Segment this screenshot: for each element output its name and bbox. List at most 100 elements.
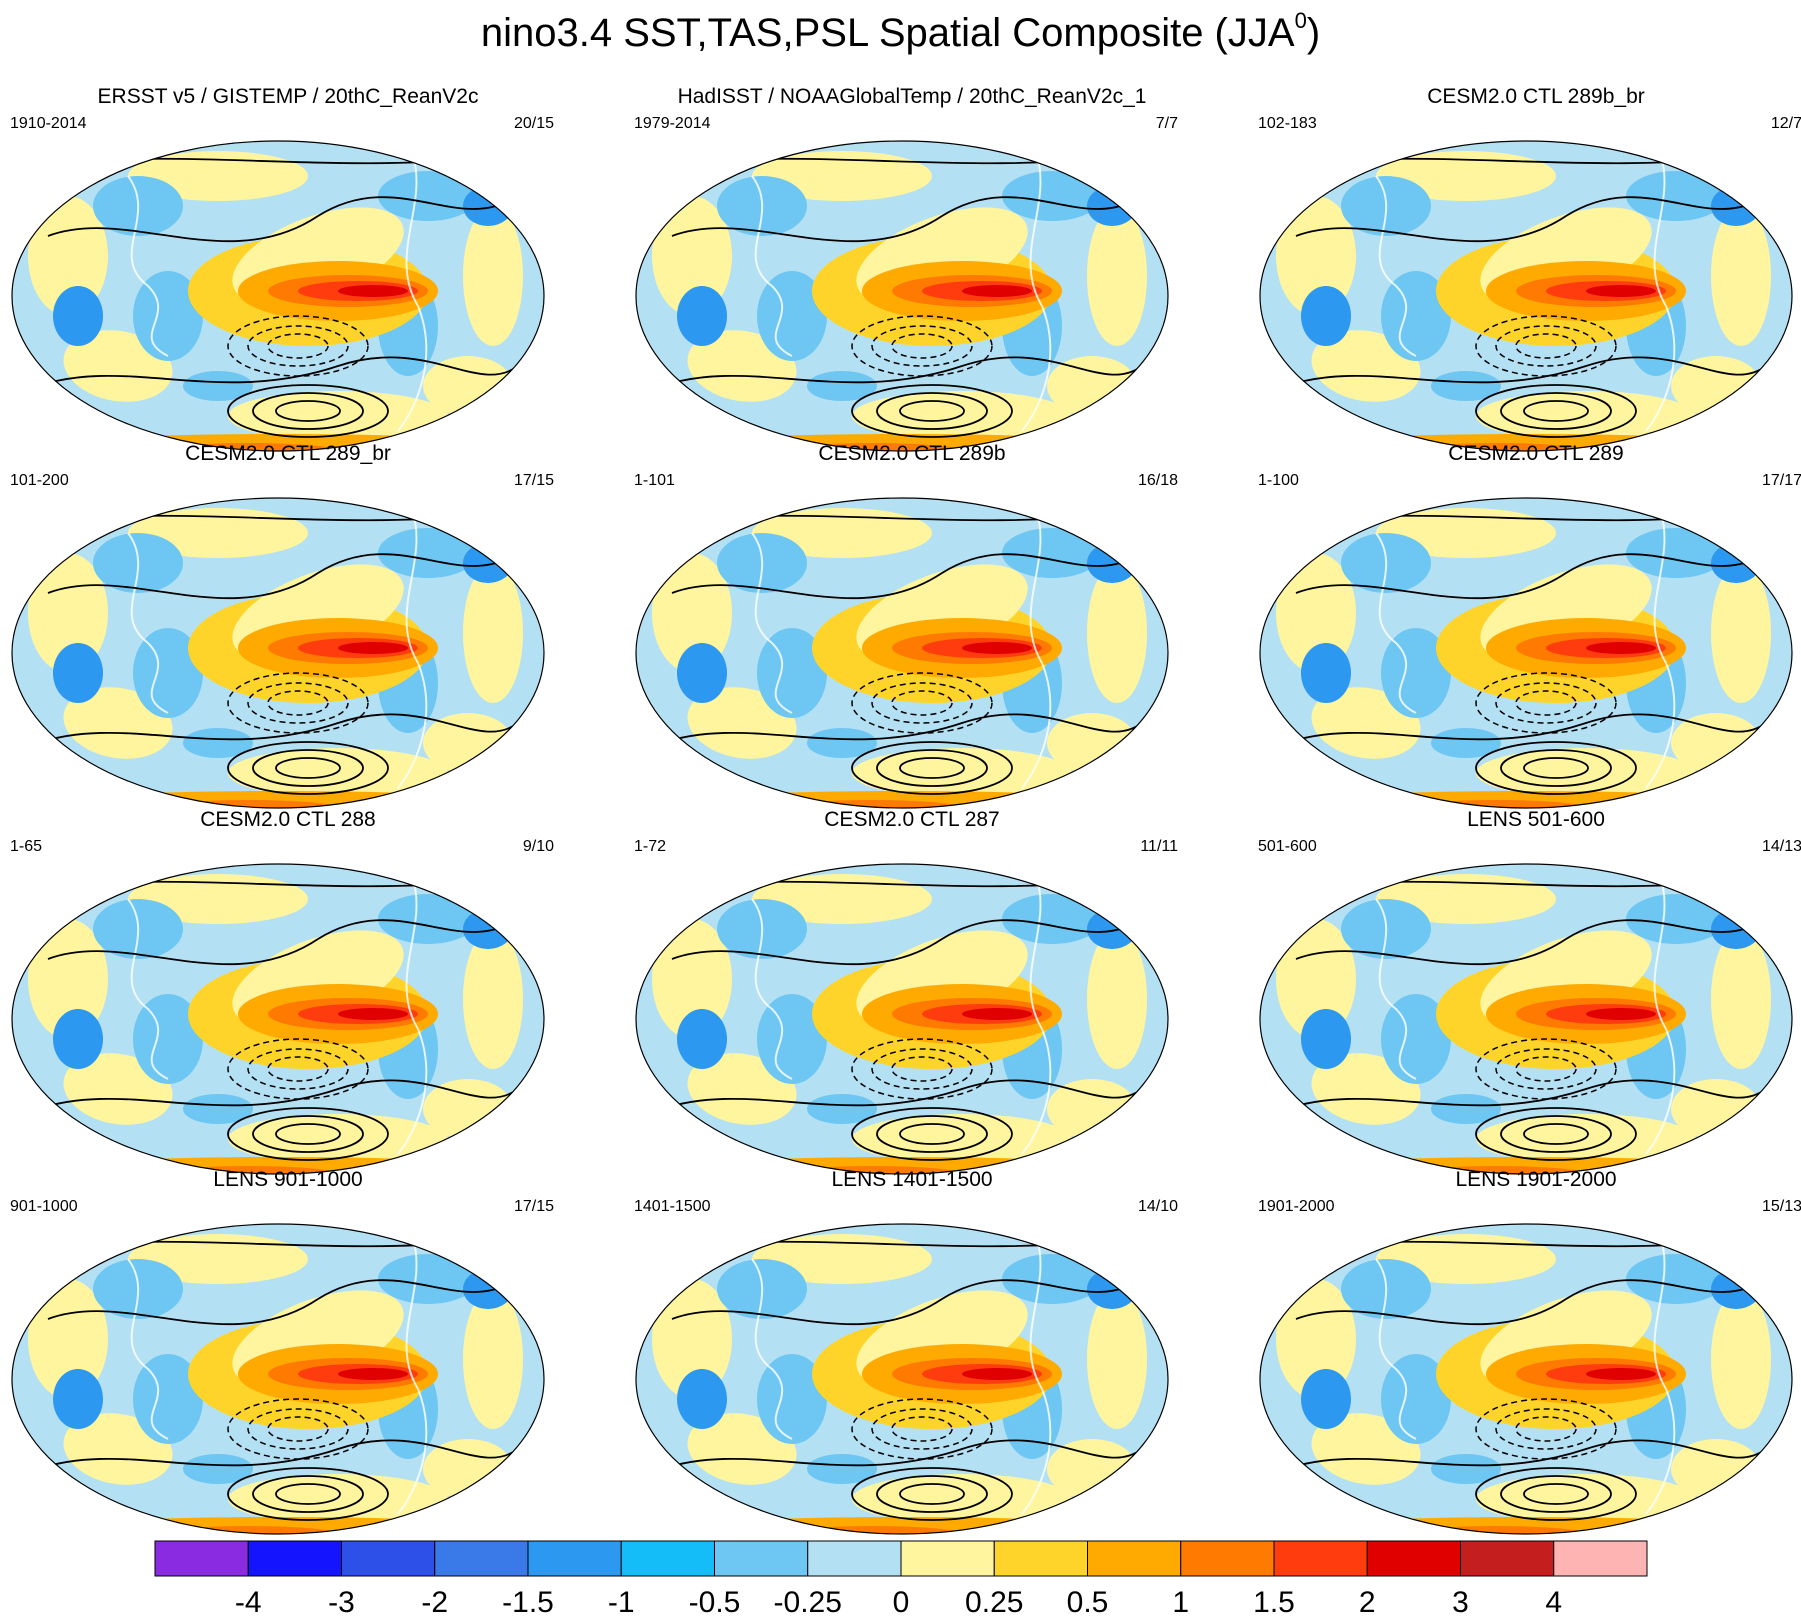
psl-contour [47, 1278, 519, 1326]
anomaly-patch [852, 391, 1072, 441]
anomaly-map [11, 497, 545, 809]
panel-years: 101-200 [10, 472, 69, 489]
map-panel: CESM2.0 CTL 287 1-72 11/11 [632, 808, 1192, 1175]
psl-contour-negative [851, 315, 993, 377]
psl-contour-negative [1475, 1398, 1617, 1460]
anomaly-patch [1711, 186, 1761, 226]
anomaly-patch [378, 894, 478, 944]
psl-contour-negative [851, 672, 993, 734]
map-border [1259, 497, 1793, 809]
psl-contour-positive [275, 757, 341, 779]
psl-contour-negative [891, 1056, 953, 1082]
map-panel: CESM2.0 CTL 288 1-65 9/10 [8, 808, 568, 1175]
psl-contour [37, 713, 519, 744]
psl-contour [1285, 1439, 1767, 1470]
panel-event-count: 16/18 [1137, 472, 1178, 489]
anomaly-patch [1711, 929, 1771, 1069]
psl-contour-positive [227, 741, 389, 795]
anomaly-patch [158, 1526, 338, 1534]
map-panel: LENS 1401-1500 1401-1500 14/10 [632, 1168, 1192, 1535]
colorbar-label: 0.25 [965, 1586, 1023, 1618]
panel-title: CESM2.0 CTL 289_br [185, 442, 391, 465]
anomaly-patch [807, 371, 877, 401]
psl-contour-positive [851, 741, 1013, 795]
anomaly-patch [228, 391, 448, 441]
panel-title: LENS 1401-1500 [831, 1168, 993, 1191]
psl-contour-positive [899, 1123, 965, 1145]
anomaly-map [11, 863, 545, 1175]
anomaly-map [1259, 497, 1793, 809]
coastline [127, 878, 428, 1155]
anomaly-patch [1087, 186, 1137, 226]
colorbar-swatch [900, 1540, 995, 1577]
anomaly-patch [28, 196, 108, 316]
psl-contour-positive [1523, 1483, 1589, 1505]
panel-years: 1979-2014 [634, 115, 711, 132]
panel-years: 901-1000 [10, 1198, 78, 1215]
psl-contour [37, 1079, 519, 1110]
psl-contour [661, 356, 1143, 387]
psl-contour [661, 713, 1143, 744]
psl-contour [671, 552, 1143, 600]
anomaly-patch [1431, 728, 1501, 758]
psl-contour-negative [247, 325, 349, 367]
anomaly-patch [807, 1454, 877, 1484]
psl-contour-negative [871, 1408, 973, 1450]
psl-contour-positive [876, 1115, 988, 1153]
panel-years: 1-72 [634, 838, 667, 855]
panel-title: LENS 501-600 [1467, 808, 1605, 831]
panel-title: LENS 901-1000 [213, 1168, 363, 1191]
anomaly-patch [133, 1354, 203, 1444]
anomaly-patch [677, 286, 727, 346]
anomaly-patch [463, 543, 513, 583]
psl-contour-positive [227, 1107, 389, 1161]
anomaly-patch [1002, 171, 1102, 221]
anomaly-patch [1711, 563, 1771, 703]
coastline [1375, 878, 1676, 1155]
anomaly-patch [463, 1289, 523, 1429]
anomaly-patch [1711, 1289, 1771, 1429]
anomaly-patch [53, 1009, 103, 1069]
figure-title-text: nino3.4 SST,TAS,PSL Spatial Composite (J… [480, 11, 1295, 55]
map-panel: CESM2.0 CTL 289b_br 102-183 12/7 [1256, 85, 1801, 452]
colorbar-swatch [714, 1540, 809, 1577]
anomaly-patch [338, 285, 408, 297]
map-panel: CESM2.0 CTL 289_br 101-200 17/15 [8, 442, 568, 809]
psl-contour-positive [275, 400, 341, 422]
psl-contour-negative [267, 1056, 329, 1082]
anomaly-patch [378, 1254, 478, 1304]
anomaly-patch [1711, 1269, 1761, 1309]
coastline [1375, 1238, 1676, 1515]
psl-contour-negative [227, 1038, 369, 1100]
psl-contour [661, 1439, 1143, 1470]
anomaly-patch [807, 728, 877, 758]
psl-contour [37, 356, 519, 387]
map-border [11, 863, 545, 1175]
psl-contour [1295, 552, 1767, 600]
colorbar-swatch [807, 1540, 902, 1577]
psl-contour [37, 1439, 519, 1470]
anomaly-patch [338, 1368, 408, 1380]
anomaly-patch [1301, 1009, 1351, 1069]
psl-contour-positive [1475, 1467, 1637, 1521]
colorbar-label: -0.25 [774, 1586, 842, 1618]
psl-contour [671, 918, 1143, 966]
anomaly-patch [183, 371, 253, 401]
psl-contour-negative [227, 315, 369, 377]
psl-contour-positive [876, 392, 988, 430]
coastline [127, 155, 428, 432]
anomaly-patch [1586, 1008, 1656, 1020]
anomaly-patch [378, 171, 478, 221]
psl-contour-positive [252, 392, 364, 430]
colorbar-label: 2 [1359, 1586, 1376, 1618]
psl-contour-negative [247, 682, 349, 724]
psl-contour-positive [851, 1467, 1013, 1521]
panel-years: 501-600 [1258, 838, 1317, 855]
anomaly-patch [463, 1269, 513, 1309]
colorbar-label: 1.5 [1253, 1586, 1295, 1618]
psl-contour-negative [247, 1048, 349, 1090]
map-border [635, 1223, 1169, 1535]
map-panel: HadISST / NOAAGlobalTemp / 20thC_ReanV2c… [632, 85, 1192, 452]
psl-contour-positive [275, 1483, 341, 1505]
psl-contour-negative [1495, 682, 1597, 724]
